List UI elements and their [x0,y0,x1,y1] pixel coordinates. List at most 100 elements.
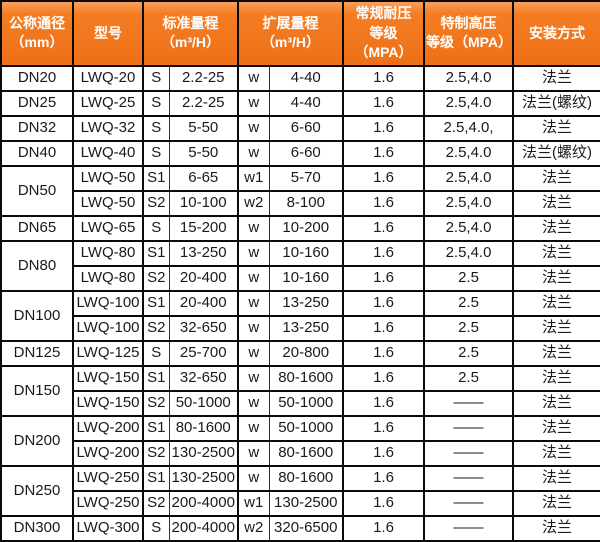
cell-w-range: 80-1600 [268,439,344,467]
cell-w-code: w2 [237,189,270,217]
cell-model: LWQ-80 [72,239,144,267]
cell-install: 法兰 [512,314,600,342]
table-row: DN20 LWQ-20 S 2.2-25 w 4-40 1.6 2.5,4.0 法兰 [0,64,600,92]
cell-w-code: w [237,389,270,417]
cell-w-code: w [237,139,270,167]
cell-s-range: 200-4000 [168,489,239,517]
cell-pressure-regular: 1.6 [342,489,425,517]
cell-model: LWQ-50 [72,164,144,192]
cell-w-range: 80-1600 [268,364,344,392]
cell-pressure-regular: 1.6 [342,514,425,542]
cell-s-code: S [142,89,170,117]
cell-w-range: 320-6500 [268,514,344,542]
cell-dn: DN250 [0,464,74,517]
cell-w-code: w [237,414,270,442]
cell-s-code: S1 [142,364,170,392]
cell-s-code: S2 [142,389,170,417]
cell-pressure-high: 2.5 [423,364,514,392]
cell-s-range: 2.2-25 [168,89,239,117]
table-row: LWQ-200 S2 130-2500 w 80-1600 1.6 —— 法兰 [1,439,600,467]
cell-pressure-high: 2.5,4.0 [423,64,514,92]
cell-model: LWQ-40 [72,139,144,167]
cell-pressure-regular: 1.6 [342,464,425,492]
table-row: LWQ-50 S2 10-100 w2 8-100 1.6 2.5,4.0 法兰 [1,189,600,217]
cell-pressure-regular: 1.6 [342,389,425,417]
cell-dn: DN300 [0,514,74,542]
header-special-high-pressure: 特制高压 等级（MPA） [423,0,514,67]
table-row: DN80 LWQ-80 S1 13-250 w 10-160 1.6 2.5,4.0 法兰 [0,239,600,292]
cell-pressure-high: 2.5 [423,339,514,367]
cell-s-code: S2 [142,189,170,217]
cell-s-code: S [142,339,170,367]
cell-w-range: 20-800 [268,339,344,367]
cell-pressure-high: 2.5 [423,289,514,317]
cell-w-code: w [237,89,270,117]
cell-model: LWQ-250 [72,464,144,492]
header-row: 公称通径 （mm） 型号 标准量程 （m³/H） 扩展量程 （m³/H） 常规耐… [0,0,600,67]
cell-model: LWQ-100 [72,314,144,342]
cell-s-code: S2 [142,489,170,517]
cell-w-code: w [237,314,270,342]
cell-dn: DN50 [0,164,74,217]
cell-s-range: 25-700 [168,339,239,367]
cell-s-code: S1 [142,239,170,267]
table-body: DN20 LWQ-20 S 2.2-25 w 4-40 1.6 2.5,4.0 法兰 DN25 LW… [0,64,600,542]
cell-model: LWQ-200 [72,439,144,467]
cell-w-code: w [237,214,270,242]
cell-pressure-regular: 1.6 [342,139,425,167]
cell-pressure-regular: 1.6 [342,189,425,217]
cell-w-code: w [237,464,270,492]
table-row: DN300 LWQ-300 S 200-4000 w2 320-6500 1.6 —— 法兰 [0,514,600,542]
cell-model: LWQ-250 [72,489,144,517]
cell-s-range: 130-2500 [168,439,239,467]
cell-s-range: 130-2500 [168,464,239,492]
header-extended-range: 扩展量程 （m³/H） [237,0,344,67]
cell-pressure-regular: 1.6 [342,239,425,267]
cell-model: LWQ-80 [72,264,144,292]
cell-model: LWQ-20 [72,64,144,92]
cell-install: 法兰 [512,239,600,267]
table-row: DN50 LWQ-50 S1 6-65 w1 5-70 1.6 2.5,4.0 法兰 [0,164,600,217]
table-header: 公称通径 （mm） 型号 标准量程 （m³/H） 扩展量程 （m³/H） 常规耐… [0,0,600,67]
cell-s-code: S [142,514,170,542]
cell-install: 法兰 [512,114,600,142]
cell-pressure-high: —— [423,464,514,492]
cell-pressure-high: 2.5 [423,314,514,342]
cell-pressure-regular: 1.6 [342,264,425,292]
cell-model: LWQ-200 [72,414,144,442]
cell-s-range: 20-400 [168,264,239,292]
cell-s-code: S1 [142,164,170,192]
cell-w-code: w [237,64,270,92]
cell-pressure-regular: 1.6 [342,414,425,442]
cell-w-code: w [237,289,270,317]
cell-s-range: 32-650 [168,364,239,392]
cell-s-code: S1 [142,464,170,492]
cell-pressure-high: 2.5,4.0 [423,164,514,192]
table-row: DN250 LWQ-250 S1 130-2500 w 80-1600 1.6 —— 法兰 [0,464,600,517]
cell-dn: DN40 [0,139,74,167]
cell-model: LWQ-300 [72,514,144,542]
cell-pressure-high: 2.5,4.0 [423,89,514,117]
header-regular-pressure: 常规耐压 等级（MPA） [342,0,425,67]
cell-pressure-high: 2.5,4.0 [423,214,514,242]
table-row: LWQ-80 S2 20-400 w 10-160 1.6 2.5 法兰 [1,264,600,292]
cell-install: 法兰 [512,289,600,317]
cell-install: 法兰(螺纹) [512,89,600,117]
cell-pressure-high: 2.5,4.0 [423,239,514,267]
table-row: DN200 LWQ-200 S1 80-1600 w 50-1000 1.6 —— 法兰 [0,414,600,467]
cell-w-code: w [237,114,270,142]
cell-w-range: 13-250 [268,314,344,342]
cell-model: LWQ-50 [72,189,144,217]
cell-s-code: S2 [142,314,170,342]
cell-install: 法兰 [512,64,600,92]
cell-install: 法兰 [512,464,600,492]
header-model: 型号 [72,0,144,67]
cell-dn: DN125 [0,339,74,367]
cell-s-range: 32-650 [168,314,239,342]
cell-w-range: 50-1000 [268,389,344,417]
cell-w-range: 80-1600 [268,464,344,492]
cell-w-range: 6-60 [268,139,344,167]
cell-w-range: 4-40 [268,64,344,92]
cell-s-range: 15-200 [168,214,239,242]
cell-pressure-regular: 1.6 [342,289,425,317]
